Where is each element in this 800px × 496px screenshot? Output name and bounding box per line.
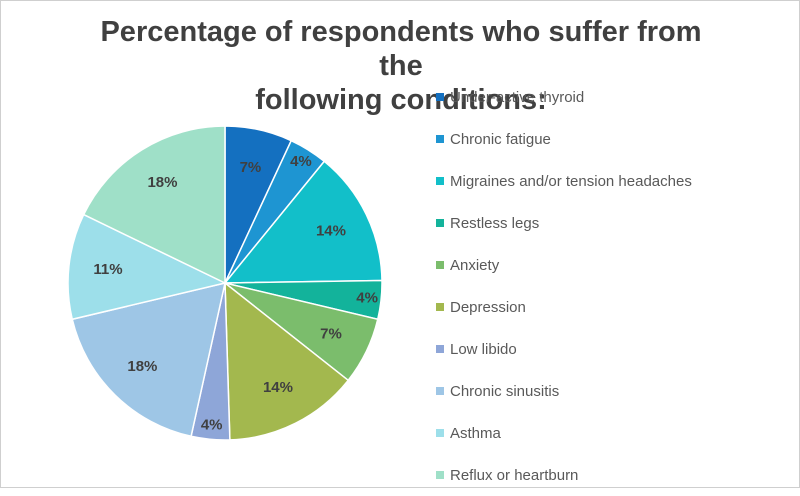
data-label-anxiety: 7% — [320, 325, 342, 342]
data-label-chronic-fatigue: 4% — [290, 153, 312, 170]
legend-item-asthma: Asthma — [436, 412, 766, 454]
chart-title-line-1: Percentage of respondents who suffer fro… — [100, 16, 702, 82]
legend-label: Restless legs — [450, 214, 540, 232]
legend-label: Asthma — [450, 424, 501, 442]
legend-swatch — [436, 345, 444, 353]
pie-slice-asthma — [67, 213, 228, 321]
legend-item-migraines-and-or-tension-headaches: Migraines and/or tension headaches — [436, 160, 766, 202]
legend-item-chronic-fatigue: Chronic fatigue — [436, 118, 766, 160]
legend-swatch — [436, 135, 444, 143]
legend-swatch — [436, 471, 444, 479]
pie-slices — [67, 125, 383, 441]
legend-label: Low libido — [450, 340, 517, 358]
legend-swatch — [436, 387, 444, 395]
legend-item-under-active-thyroid: Under-active thyroid — [436, 76, 766, 118]
legend-swatch — [436, 219, 444, 227]
pie-data-labels: 7% 4% 14% 4% 7% 14% 4% 18% 11% 18% — [93, 153, 378, 434]
legend-label: Reflux or heartburn — [450, 466, 579, 484]
legend-label: Chronic sinusitis — [450, 382, 560, 400]
pie-slice-reflux-or-heartburn — [82, 125, 226, 285]
legend-item-chronic-sinusitis: Chronic sinusitis — [436, 370, 766, 412]
legend-item-low-libido: Low libido — [436, 328, 766, 370]
legend-label: Migraines and/or tension headaches — [450, 172, 692, 190]
legend-item-anxiety: Anxiety — [436, 244, 766, 286]
chart-title: Percentage of respondents who suffer fro… — [91, 15, 711, 117]
pie-slice-depression — [224, 281, 350, 441]
legend-label: Anxiety — [450, 256, 500, 274]
chart-legend: Under-active thyroid Chronic fatigue Migra… — [436, 76, 766, 496]
data-label-chronic-sinusitis: 18% — [127, 358, 157, 375]
legend-label: Depression — [450, 298, 526, 316]
data-label-depression: 14% — [263, 379, 293, 396]
data-label-low-libido: 4% — [201, 416, 223, 433]
legend-swatch — [436, 177, 444, 185]
legend-item-reflux-or-heartburn: Reflux or heartburn — [436, 454, 766, 496]
data-label-migraines-and-or-tension-headaches: 14% — [316, 223, 346, 240]
legend-swatch — [436, 261, 444, 269]
legend-swatch — [436, 93, 444, 101]
pie-slice-migraines-and-or-tension-headaches — [223, 160, 383, 284]
data-label-reflux-or-heartburn: 18% — [147, 174, 177, 191]
legend-item-depression: Depression — [436, 286, 766, 328]
legend-swatch — [436, 303, 444, 311]
legend-item-restless-legs: Restless legs — [436, 202, 766, 244]
data-label-asthma: 11% — [93, 261, 122, 278]
data-label-restless-legs: 4% — [356, 290, 378, 307]
chart-title-line-2: following conditions: — [255, 84, 547, 116]
legend-swatch — [436, 429, 444, 437]
legend-label: Chronic fatigue — [450, 130, 551, 148]
pie-slice-chronic-sinusitis — [71, 281, 226, 438]
legend-label: Under-active thyroid — [450, 88, 585, 106]
data-label-under-active-thyroid: 7% — [240, 159, 262, 176]
